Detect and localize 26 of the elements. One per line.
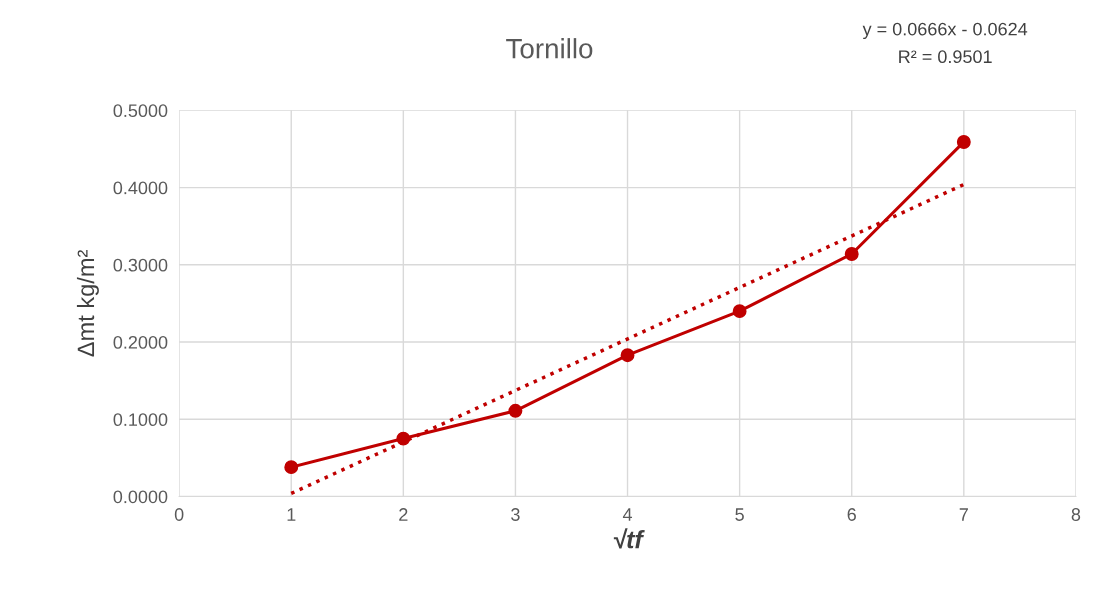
- point: [620, 348, 635, 363]
- chart-title: Tornillo: [506, 38, 593, 59]
- y-tick-label: 0.1000: [113, 413, 168, 427]
- x-tick-label: 7: [959, 508, 968, 521]
- y-tick-label: 0.4000: [113, 181, 168, 195]
- x-tick-label: 5: [735, 508, 744, 521]
- point: [844, 247, 859, 261]
- y-tick-label: 0.0000: [113, 490, 168, 504]
- text: y = 0.0666x - 0.0624: [862, 22, 1028, 40]
- text: R² = 0.9501: [899, 50, 992, 64]
- x-axis-title: √tf: [613, 528, 645, 549]
- y-tick-label: 0.5000: [113, 104, 168, 118]
- point: [508, 403, 523, 418]
- y-tick-label: 0.3000: [113, 258, 168, 272]
- x-tick-label: 2: [399, 508, 408, 521]
- y-tick-label: 0.2000: [113, 335, 168, 349]
- x-tick-label: 4: [622, 508, 633, 521]
- y-axis-title: Δmt kg/m²: [76, 250, 99, 357]
- x-tick-label: 6: [847, 508, 856, 521]
- x-tick-label: 3: [511, 508, 520, 521]
- point: [732, 304, 747, 319]
- point: [284, 460, 299, 475]
- x-tick-label: 0: [174, 508, 184, 521]
- x-tick-label: 8: [1071, 508, 1081, 521]
- point: [956, 135, 971, 149]
- x-tick-label: 1: [287, 508, 296, 521]
